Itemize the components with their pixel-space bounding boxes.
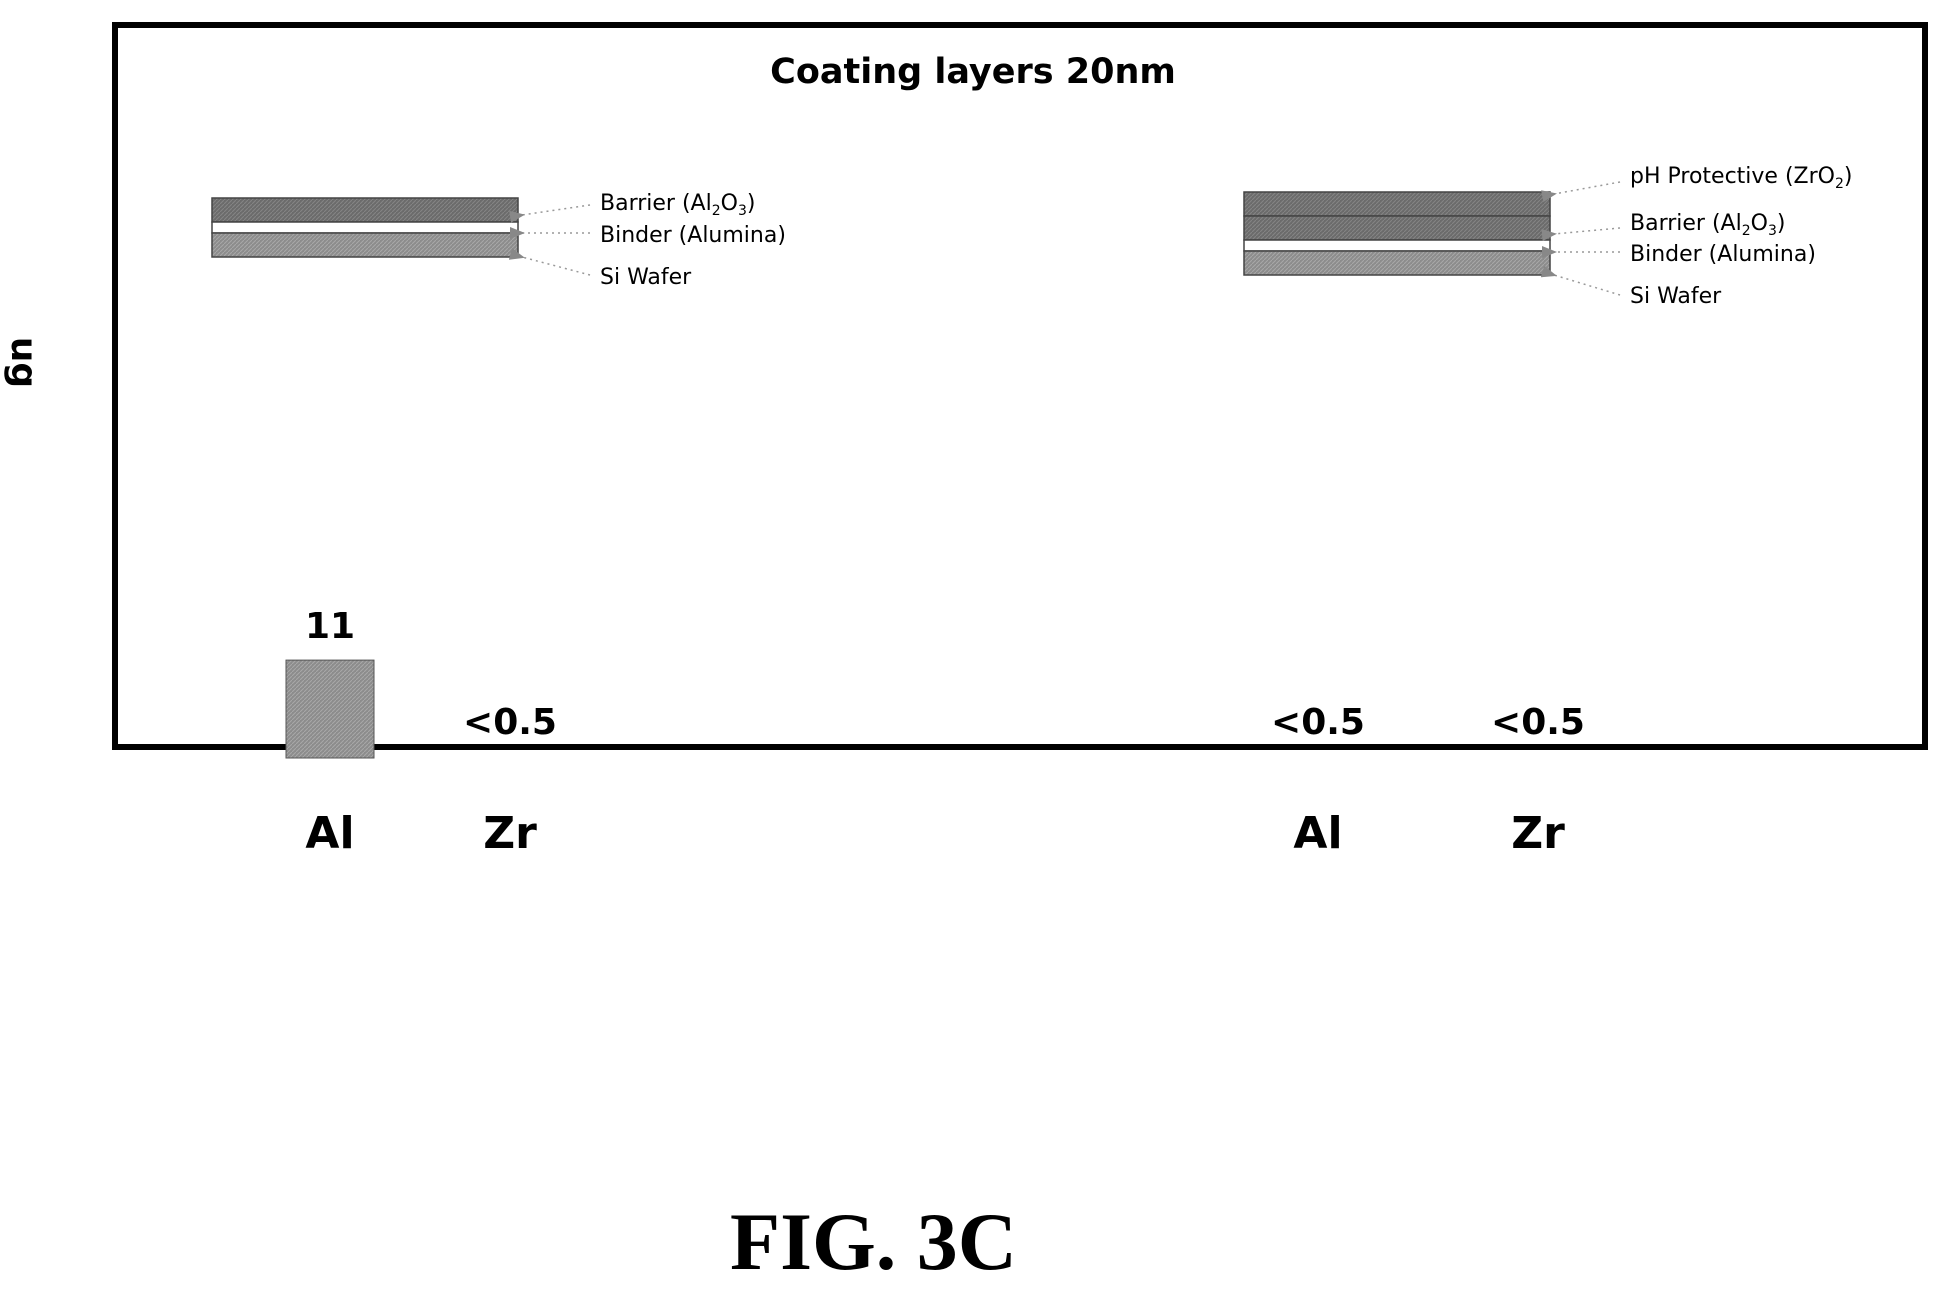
layer-stack-right [1243, 191, 1551, 276]
x-tick-label-zr-group1: Zr [483, 808, 537, 859]
bar-al-group1 [285, 659, 375, 759]
layer-label-barrier-left: Barrier (Al2O3) [600, 191, 755, 219]
chart-title: Coating layers 20nm [770, 52, 1176, 92]
x-tick-label-al-group1: Al [305, 808, 354, 859]
plot-frame [112, 22, 1928, 750]
layer-arrows-left [508, 204, 591, 276]
value-label-al-group1: 11 [305, 606, 355, 647]
figure-label: FIG. 3C [730, 1196, 1017, 1287]
value-label-al-group2: <0.5 [1271, 702, 1365, 743]
layer-labels-right: pH Protective (ZrO2) Barrier (Al2O3) Bin… [1630, 164, 1852, 309]
x-tick-label-al-group2: Al [1293, 808, 1342, 859]
layer-label-ph-right: pH Protective (ZrO2) [1630, 164, 1852, 192]
x-tick-label-zr-group2: Zr [1511, 808, 1565, 859]
value-label-zr-group2: <0.5 [1491, 702, 1585, 743]
value-label-zr-group1: <0.5 [463, 702, 557, 743]
layer-label-binder-left: Binder (Alumina) [600, 223, 786, 248]
layer-label-binder-right: Binder (Alumina) [1630, 242, 1816, 267]
layer-label-si-right: Si Wafer [1630, 284, 1722, 309]
value-labels-layer: 11 <0.5 <0.5 <0.5 [305, 606, 1585, 743]
layer-label-barrier-right: Barrier (Al2O3) [1630, 211, 1785, 239]
bars-layer [285, 659, 375, 759]
layer-arrows-right [1540, 181, 1621, 296]
layer-stack-left [211, 197, 519, 258]
layer-labels-left: Barrier (Al2O3) Binder (Alumina) Si Wafe… [600, 191, 786, 290]
layer-label-si-left: Si Wafer [600, 265, 692, 290]
x-tick-labels-layer: Al Zr Al Zr [305, 808, 1565, 859]
